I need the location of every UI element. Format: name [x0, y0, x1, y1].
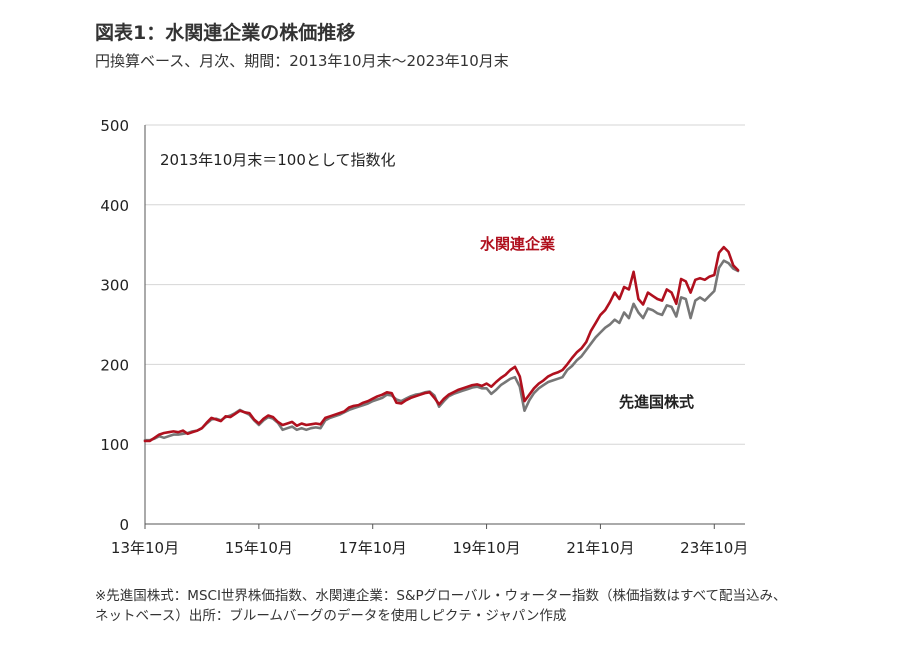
footnote-line-2: ネットベース）出所：ブルームバーグのデータを使用しピクテ・ジャパン作成: [95, 608, 567, 624]
y-tick-label: 500: [100, 117, 129, 135]
x-tick-label: 21年10月: [566, 539, 634, 557]
y-tick-label: 400: [100, 197, 129, 215]
page-title: 図表1：水関連企業の株価推移: [95, 22, 356, 44]
footnote-line-1: ※先進国株式：MSCI世界株価指数、水関連企業：S&Pグローバル・ウォーター指数…: [95, 588, 787, 604]
y-tick-label: 300: [100, 277, 129, 295]
x-tick-label: 23年10月: [680, 539, 748, 557]
series-lines: [143, 245, 740, 443]
series-line-water: [143, 245, 740, 443]
x-tick-label: 19年10月: [452, 539, 520, 557]
page-subtitle: 円換算ベース、月次、期間：2013年10月末～2023年10月末: [95, 52, 509, 70]
gridlines: [144, 124, 745, 525]
y-axis: 0 100 200 300 400 500: [100, 117, 129, 534]
chart-annotation: 2013年10月末＝100として指数化: [160, 151, 395, 169]
x-tick-label: 15年10月: [225, 539, 293, 557]
footnote: ※先進国株式：MSCI世界株価指数、水関連企業：S&Pグローバル・ウォーター指数…: [95, 586, 895, 626]
x-tick-label: 13年10月: [111, 539, 179, 557]
x-axis: 13年10月 15年10月 17年10月 19年10月 21年10月 23年10月: [111, 524, 748, 557]
series-label-developed: 先進国株式: [619, 393, 694, 411]
y-tick-label: 100: [100, 436, 129, 454]
y-tick-label: 0: [119, 516, 129, 534]
y-tick-label: 200: [100, 356, 129, 374]
x-tick-label: 17年10月: [339, 539, 407, 557]
series-label-water: 水関連企業: [480, 235, 556, 253]
